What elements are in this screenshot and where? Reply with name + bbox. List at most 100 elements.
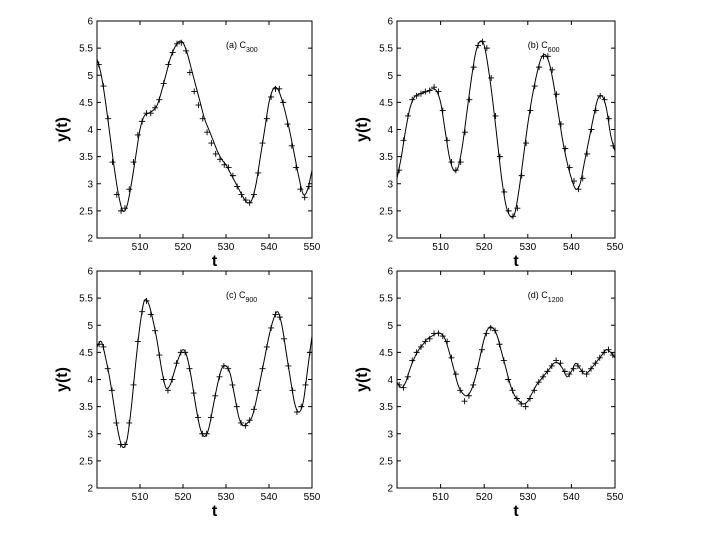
data-point-marker bbox=[439, 333, 446, 340]
data-point-marker bbox=[397, 381, 403, 388]
plot-frame bbox=[96, 20, 313, 239]
data-point-marker bbox=[544, 53, 551, 60]
y-tick-label: 3.5 bbox=[379, 402, 393, 413]
plot-area bbox=[397, 324, 615, 410]
y-tick-label: 6 bbox=[387, 267, 393, 278]
data-point-marker bbox=[584, 150, 591, 157]
data-point-marker bbox=[147, 110, 154, 117]
data-point-marker bbox=[288, 142, 295, 149]
data-point-marker bbox=[263, 115, 270, 122]
data-point-marker bbox=[435, 330, 442, 337]
data-point-marker bbox=[305, 183, 312, 190]
data-point-marker bbox=[518, 172, 525, 179]
data-point-marker bbox=[268, 93, 275, 100]
data-point-marker bbox=[588, 365, 595, 372]
data-point-marker bbox=[246, 199, 253, 206]
data-point-marker bbox=[97, 341, 103, 348]
data-point-marker bbox=[435, 88, 442, 95]
data-point-marker bbox=[426, 87, 433, 94]
data-point-marker bbox=[191, 88, 198, 95]
y-axis-label: y(t) bbox=[354, 367, 371, 392]
data-point-marker bbox=[164, 387, 171, 394]
data-point-marker bbox=[474, 365, 481, 372]
y-tick-label: 5.5 bbox=[79, 294, 93, 305]
annotation-prefix: (a) C bbox=[226, 40, 247, 50]
data-point-marker bbox=[104, 365, 111, 372]
data-point-marker bbox=[225, 164, 232, 171]
y-tick-label: 4 bbox=[87, 375, 93, 386]
annotation-prefix: (c) C bbox=[226, 290, 246, 300]
x-tick-label: 540 bbox=[563, 492, 580, 503]
data-point-marker bbox=[113, 191, 120, 198]
y-tick-label: 5 bbox=[387, 321, 393, 332]
x-tick-label: 540 bbox=[261, 242, 278, 253]
data-point-marker bbox=[152, 327, 159, 334]
data-point-marker bbox=[105, 115, 112, 122]
data-point-marker bbox=[492, 112, 499, 119]
y-tick-label: 3 bbox=[87, 429, 93, 440]
data-point-marker bbox=[448, 159, 455, 166]
data-point-marker bbox=[439, 107, 446, 114]
y-axis-label: y(t) bbox=[54, 117, 71, 142]
annotation-subscript: 600 bbox=[548, 47, 560, 54]
data-point-marker bbox=[400, 384, 407, 391]
data-point-marker bbox=[571, 178, 578, 185]
data-point-marker bbox=[212, 392, 219, 399]
x-tick-label: 550 bbox=[304, 242, 321, 253]
data-point-marker bbox=[557, 360, 564, 367]
data-point-marker bbox=[281, 335, 288, 342]
panel-annotation: (d) C1200 bbox=[528, 290, 564, 304]
y-tick-label: 3 bbox=[387, 179, 393, 190]
data-point-marker bbox=[169, 376, 176, 383]
data-point-marker bbox=[540, 373, 547, 380]
data-point-marker bbox=[596, 354, 603, 361]
y-tick-label: 5 bbox=[87, 71, 93, 82]
data-point-marker bbox=[549, 66, 556, 73]
x-tick-label: 530 bbox=[218, 492, 235, 503]
annotation-prefix: (d) C bbox=[528, 290, 549, 300]
data-point-marker bbox=[483, 330, 490, 337]
data-point-marker bbox=[182, 349, 189, 356]
y-tick-label: 2.5 bbox=[79, 206, 93, 217]
data-point-marker bbox=[233, 403, 240, 410]
data-point-marker bbox=[605, 115, 612, 122]
data-point-marker bbox=[207, 414, 214, 421]
x-tick-label: 540 bbox=[563, 242, 580, 253]
x-tick-label: 550 bbox=[304, 492, 321, 503]
y-tick-label: 4.5 bbox=[379, 348, 393, 359]
data-point-marker bbox=[574, 362, 581, 369]
data-point-marker bbox=[531, 387, 538, 394]
data-point-marker bbox=[479, 346, 486, 353]
data-point-marker bbox=[444, 137, 451, 144]
series-line bbox=[97, 298, 312, 448]
data-point-marker bbox=[466, 96, 473, 103]
data-point-marker bbox=[259, 140, 266, 147]
data-point-marker bbox=[479, 38, 486, 45]
data-point-marker bbox=[276, 314, 283, 321]
data-point-marker bbox=[470, 381, 477, 388]
data-point-marker bbox=[250, 191, 257, 198]
data-point-marker bbox=[255, 169, 262, 176]
data-point-marker bbox=[601, 349, 608, 356]
data-point-marker bbox=[276, 85, 283, 92]
data-point-marker bbox=[109, 387, 116, 394]
data-point-marker bbox=[523, 140, 530, 147]
y-axis-label: y(t) bbox=[54, 367, 71, 392]
data-point-marker bbox=[601, 96, 608, 103]
y-tick-label: 3.5 bbox=[379, 152, 393, 163]
data-point-marker bbox=[195, 414, 202, 421]
data-point-marker bbox=[527, 107, 534, 114]
data-point-marker bbox=[557, 121, 564, 128]
data-point-marker bbox=[306, 349, 312, 356]
data-point-marker bbox=[220, 362, 227, 369]
data-point-marker bbox=[160, 80, 167, 87]
data-point-marker bbox=[488, 74, 495, 81]
data-point-marker bbox=[444, 338, 451, 345]
y-tick-label: 4.5 bbox=[79, 348, 93, 359]
data-point-marker bbox=[496, 341, 503, 348]
y-tick-label: 3.5 bbox=[79, 152, 93, 163]
data-point-marker bbox=[134, 338, 141, 345]
data-point-marker bbox=[160, 376, 167, 383]
data-point-marker bbox=[417, 343, 424, 350]
data-point-marker bbox=[221, 161, 228, 168]
